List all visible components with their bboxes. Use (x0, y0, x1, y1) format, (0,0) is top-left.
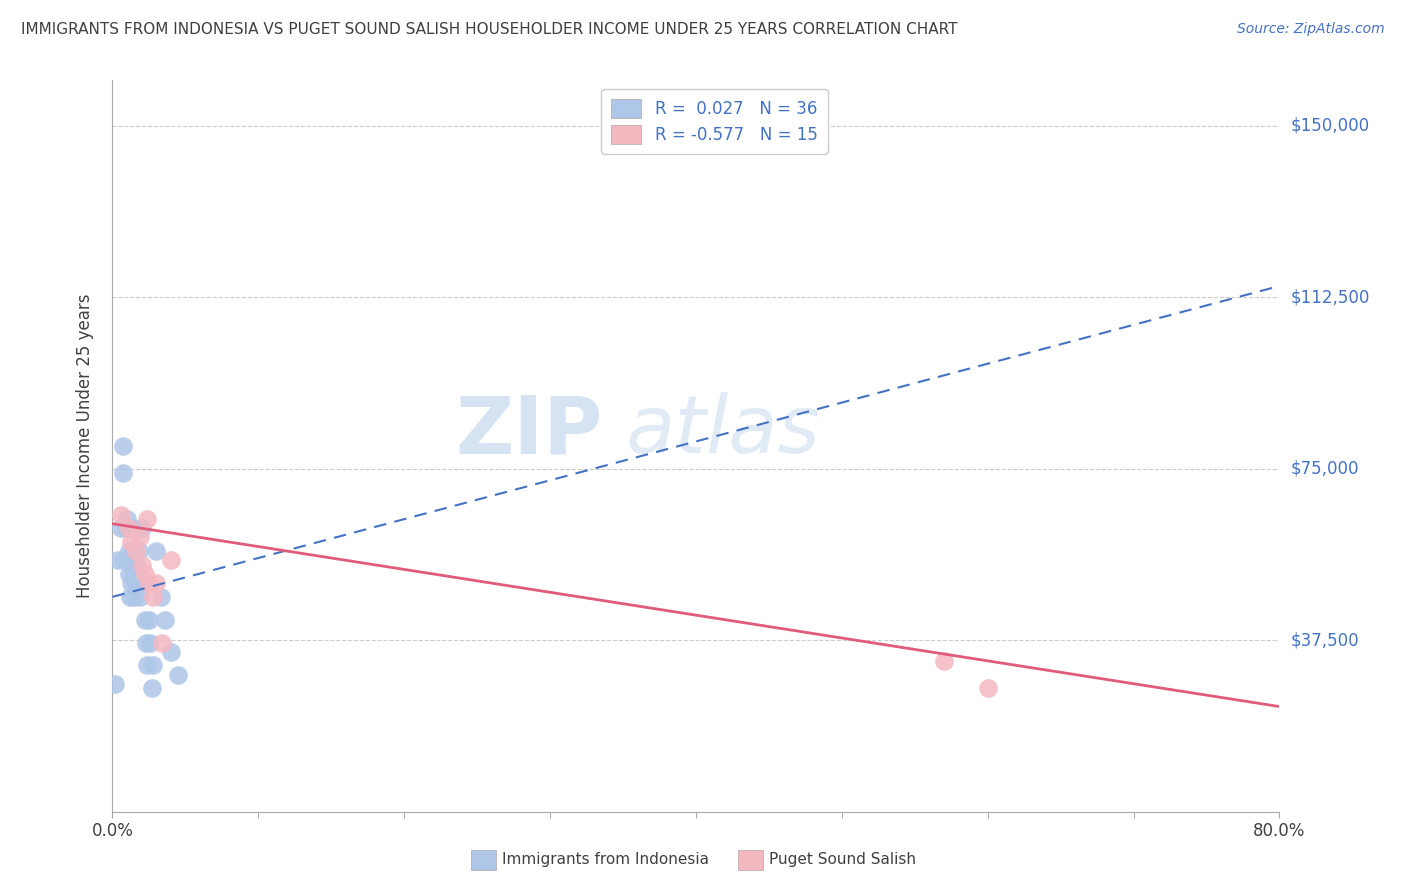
Point (136, 512, 159, 526)
Point (110, 508, 132, 522)
Point (124, 567, 146, 582)
Point (128, 544, 150, 558)
Point (111, 439, 134, 453)
Point (150, 635, 173, 649)
Point (112, 553, 135, 567)
Point (131, 521, 153, 535)
Point (160, 553, 183, 567)
Point (107, 553, 129, 567)
Point (125, 544, 148, 558)
Point (932, 654, 955, 668)
Point (131, 558, 153, 572)
Text: ZIP: ZIP (456, 392, 603, 470)
Point (142, 658, 165, 673)
Point (136, 658, 159, 673)
Point (118, 590, 141, 604)
Point (976, 681, 998, 696)
Point (104, 676, 127, 690)
Point (122, 521, 145, 535)
Point (138, 576, 160, 591)
Point (145, 576, 167, 591)
Point (111, 467, 134, 481)
Point (160, 645, 183, 659)
Point (120, 558, 142, 572)
Text: $150,000: $150,000 (1291, 117, 1369, 135)
Point (120, 576, 142, 591)
Point (141, 681, 163, 696)
Point (149, 590, 172, 604)
Text: $37,500: $37,500 (1291, 632, 1360, 649)
Point (122, 544, 145, 558)
Point (167, 667, 190, 681)
Point (125, 558, 148, 572)
Point (114, 521, 136, 535)
Text: IMMIGRANTS FROM INDONESIA VS PUGET SOUND SALISH HOUSEHOLDER INCOME UNDER 25 YEAR: IMMIGRANTS FROM INDONESIA VS PUGET SOUND… (21, 22, 957, 37)
Point (120, 535, 142, 549)
Point (145, 544, 167, 558)
Legend: R =  0.027   N = 36, R = -0.577   N = 15: R = 0.027 N = 36, R = -0.577 N = 15 (602, 88, 828, 153)
Point (138, 613, 160, 627)
Text: Immigrants from Indonesia: Immigrants from Indonesia (502, 853, 709, 867)
Point (135, 635, 157, 649)
Point (134, 567, 156, 582)
Text: $112,500: $112,500 (1291, 288, 1369, 307)
Point (110, 521, 132, 535)
Point (129, 590, 152, 604)
Point (127, 567, 149, 582)
Y-axis label: Householder Income Under 25 years: Householder Income Under 25 years (76, 293, 94, 599)
Point (115, 512, 138, 526)
Text: $75,000: $75,000 (1291, 460, 1360, 478)
Point (124, 590, 146, 604)
Point (125, 576, 148, 591)
Point (117, 567, 139, 582)
Point (132, 576, 155, 591)
Text: atlas: atlas (626, 392, 821, 470)
Point (153, 613, 176, 627)
Point (117, 544, 139, 558)
Point (117, 521, 139, 535)
Point (134, 613, 156, 627)
Point (129, 530, 152, 544)
Point (139, 635, 162, 649)
Text: Source: ZipAtlas.com: Source: ZipAtlas.com (1237, 22, 1385, 37)
Point (142, 590, 165, 604)
Text: Puget Sound Salish: Puget Sound Salish (769, 853, 917, 867)
